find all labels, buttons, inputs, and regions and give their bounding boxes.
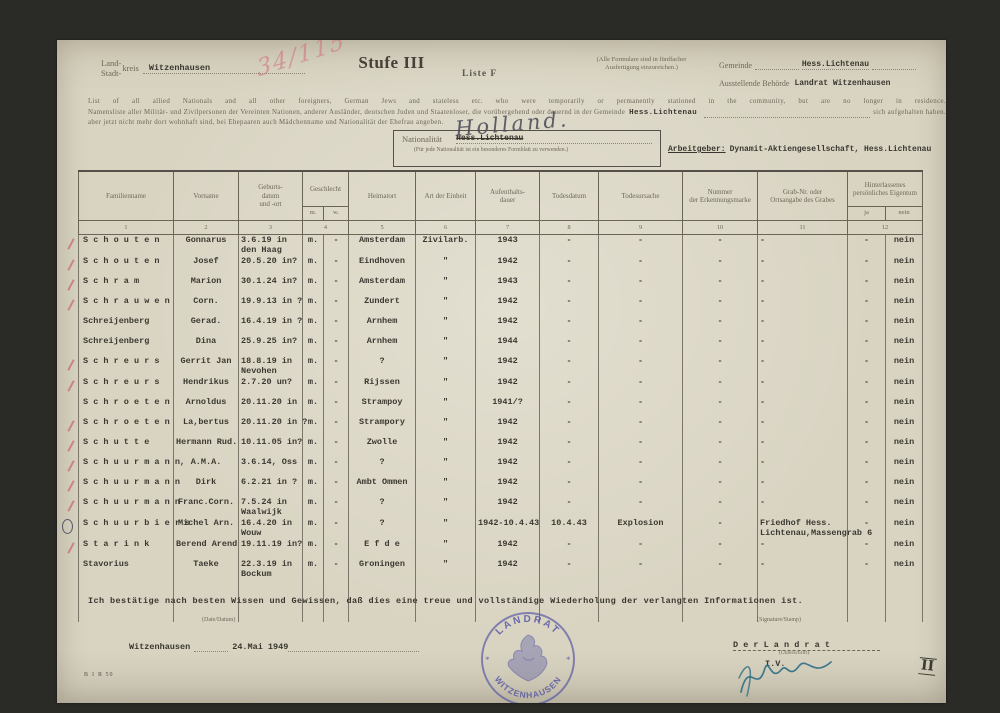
table-spacer-row (78, 580, 924, 622)
intro-de-tail: sich aufgehalten haben. (873, 108, 946, 116)
place-value: Witzenhausen (129, 642, 191, 652)
der-landrat: D e r L a n d r a t (733, 640, 880, 651)
table-row: Schreijenberg Gerad. 16.4.19 in ? m. - Arnhem… (78, 316, 924, 336)
pencil-roman-numeral: II (918, 657, 937, 676)
kreis-block: Land- Stadt- kreis Witzenhausen (101, 58, 305, 78)
table-row: S c h r o e t e n La,bertus 20.11.20 in ? m… (78, 417, 924, 437)
table-row: S c h u u r m a n n Franc.Corn. 7.5.24 in … (78, 497, 924, 518)
employer-label: Arbeitgeber: (668, 145, 726, 154)
table-row: S c h r e u r s Gerrit Jan 18.8.19 in Nevo… (78, 356, 924, 377)
date-label: (Date/Datum) (202, 617, 236, 623)
col-geburt: Geburts- datum und -ort (238, 170, 303, 221)
cell-familienname: S c h r e u r s (78, 377, 174, 397)
cell-familienname: S c h u u r m a n n (78, 497, 180, 518)
table-row: S c h r a u w e n Corn. 19.9.13 in ? m. - Zun… (78, 296, 924, 316)
table-row: Stavorius Taeke 22.3.19 in Bockum m. - Gronin… (78, 559, 924, 580)
col-vorname: Vorname (173, 170, 239, 221)
kreis-value: Witzenhausen (142, 63, 305, 74)
stadt-label: Stadt- (101, 68, 122, 78)
cell-familienname: S c h u u r m a n n (78, 477, 180, 497)
unterschrift-label: (Unterschrift) (779, 650, 810, 656)
table-row: S c h o u t e n Gonnarus 3.6.19 in den Haa… (78, 234, 924, 256)
cell-familienname: S c h r o e t e n (78, 417, 174, 437)
persons-table: Familienname Vorname Geburts- datum und … (62, 170, 924, 622)
copies-note: (Alle Formulare sind in fünffacher Ausfe… (596, 56, 687, 71)
cell-familienname: S c h u u r b i e r s (62, 518, 190, 539)
intro-line-en: List of all allied Nationals and all oth… (88, 98, 946, 105)
document-page: Land- Stadt- kreis Witzenhausen 34/115 S… (57, 40, 946, 703)
signoff-line: D e r L a n d r a t (733, 640, 880, 651)
svg-text:LANDRAT: LANDRAT (494, 614, 563, 638)
col-familienname: Familienname (78, 170, 174, 221)
table-row: S c h r e u r s Hendrikus 2.7.20 un? m. - Rij… (78, 377, 924, 397)
col-nummer: Nummer der Erkennungsmarke (682, 170, 759, 221)
table-row: S t a r i n k Berend Arend 19.11.19 in? m. -… (78, 539, 924, 559)
nationality-label: Nationalität (402, 134, 443, 144)
confirmation-statement: Ich bestätige nach besten Wissen und Gew… (88, 596, 804, 606)
cell-familienname: Stavorius (78, 559, 174, 580)
col-w: w. (322, 206, 350, 221)
form-print-code: B 1 R 50 (84, 672, 114, 678)
cell-familienname: Schreijenberg (78, 336, 174, 356)
behoerde-label: Ausstellende Behörde (719, 79, 790, 88)
table-row: S c h r a m Marion 30.1.24 in? m. - Amsterdam… (78, 276, 924, 296)
col-heimatort: Heimatort (348, 170, 417, 221)
iv-abbreviation: I.V. (765, 659, 786, 669)
col-eigentum: Hinterlassenes persönliches Eigentum (847, 170, 924, 207)
col-m: m. (302, 206, 324, 221)
table-row: S c h o u t e n Josef 20.5.20 in? m. - Eindho… (78, 256, 924, 276)
kreis-label: kreis (122, 63, 139, 73)
col-nein: nein (885, 206, 924, 221)
table-row: S c h r o e t e n Arnoldus 20.11.20 in m. - S… (78, 397, 924, 417)
form-title: Stufe III (358, 53, 425, 72)
employer-line: Arbeitgeber: Dynamit-Aktiengesellschaft, … (668, 145, 931, 154)
signature-label: (Signature/Stamp) (757, 617, 801, 623)
col-grab: Grab-Nr. oder Ortsangabe des Grabes (757, 170, 849, 221)
intro-paragraph: List of all allied Nationals and all oth… (88, 97, 946, 129)
stamp-star-right: * (566, 655, 571, 665)
stamp-star-left: * (485, 655, 490, 665)
land-label: Land- (101, 58, 122, 68)
handwritten-signature (738, 661, 832, 697)
table-row: S c h u u r b i e r s Michel Arn. 16.4.20 … (62, 518, 924, 539)
landrat-round-stamp: LANDRAT WITZENHAUSEN * * (481, 612, 575, 703)
col-todesdatum: Todesdatum (539, 170, 600, 221)
table-row: S c h u u r m a n n, A.M.A. 3.6.14, Oss m. -… (78, 457, 924, 477)
liste-label: Liste F (462, 69, 498, 79)
issuing-block: Gemeinde Hess.Lichtenau Ausstellende Beh… (719, 60, 919, 97)
cell-familienname: S c h o u t e n (78, 256, 174, 276)
behoerde-value: Landrat Witzenhausen (794, 79, 891, 88)
cell-familienname: S c h u u r m a n n, (78, 457, 185, 477)
cell-familienname: S c h u t t e (78, 437, 174, 457)
intro-line-de: Namensliste aller Militär- und Zivilpers… (88, 108, 626, 116)
col-art: Art der Einheit (415, 170, 477, 221)
cell-familienname: Schreijenberg (78, 316, 174, 336)
table-body: S c h o u t e n Gonnarus 3.6.19 in den Haa… (62, 234, 924, 622)
gemeinde-value: Hess.Lichtenau (801, 60, 870, 70)
nationality-struck-value: Hess.Lichtenau (456, 134, 652, 144)
cell-familienname: S t a r i n k (78, 539, 174, 559)
cell-familienname: S c h o u t e n (78, 234, 174, 256)
col-geschlecht: Geschlecht (301, 170, 350, 207)
col-aufenthalt: Aufenthalts- dauer (475, 170, 541, 221)
table-row: Schreijenberg Dina 25.9.25 in? m. - Arnhem " 19… (78, 336, 924, 356)
nationality-box: Nationalität Hess.Lichtenau (Für jede Na… (393, 130, 661, 167)
cell-familienname: S c h r o e t e n (78, 397, 174, 417)
place-date-line: Witzenhausen 24.Mai 1949 (129, 642, 419, 652)
nationality-note: (Für jede Nationalität ist ein besondere… (414, 147, 569, 153)
date-value: 24.Mai 1949 (232, 642, 289, 652)
column-numbers-row: 1 2 3 4 5 6 7 8 9 10 11 12 (78, 220, 924, 235)
cell-familienname: S c h r a m (78, 276, 174, 296)
stamp-lion-emblem (507, 634, 548, 682)
cell-familienname: S c h r a u w e n (78, 296, 174, 316)
table-row: S c h u u r m a n n Dirk 6.2.21 in ? m. - Amb… (78, 477, 924, 497)
col-ja: ja (847, 206, 887, 221)
employer-value: Dynamit-Aktiengesellschaft, Hess.Lichten… (729, 145, 932, 154)
table-row: S c h u t t e Hermann Rud. 10.11.05 in? m. -… (78, 437, 924, 457)
col-todesursache: Todesursache (598, 170, 684, 221)
cell-familienname: S c h r e u r s (78, 356, 174, 377)
intro-gemeinde-value: Hess.Lichtenau (629, 108, 698, 117)
gemeinde-label: Gemeinde (719, 61, 752, 70)
intro-line-3: aber jetzt nicht mehr dort wohnhaft sind… (88, 119, 444, 126)
